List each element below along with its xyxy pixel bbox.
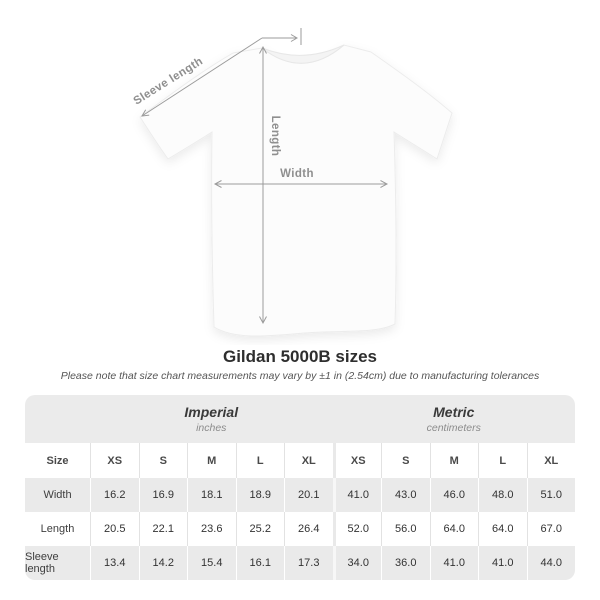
imperial-label: Imperial — [184, 404, 239, 420]
width-metric-xl: 51.0 — [526, 478, 576, 512]
sleeve-metric-s: 36.0 — [381, 546, 430, 580]
length-metric-xs: 52.0 — [332, 512, 382, 546]
tshirt-graphic — [139, 44, 453, 337]
tshirt-body — [139, 44, 453, 337]
width-metric-l: 48.0 — [478, 478, 527, 512]
size-header-metric-m: M — [429, 443, 479, 478]
table-row-sleeve-length: Sleeve length 13.4 14.2 15.4 16.1 17.3 3… — [25, 546, 575, 580]
size-header-imperial-xs: XS — [90, 443, 139, 478]
metric-unit: centimeters — [426, 422, 481, 434]
width-label: Width — [280, 168, 314, 180]
metric-group-header: Metric centimeters — [333, 395, 576, 443]
sleeve-length-line — [141, 37, 263, 117]
length-arrow-up — [259, 45, 267, 54]
row-label-length: Length — [40, 523, 75, 535]
collar — [261, 44, 345, 64]
length-arrow-down — [259, 316, 267, 325]
size-header-metric-s: S — [381, 443, 430, 478]
length-imperial-l: 25.2 — [235, 512, 285, 546]
sleeve-metric-xs: 34.0 — [332, 546, 382, 580]
size-header-metric-l: L — [478, 443, 527, 478]
metric-label: Metric — [433, 404, 475, 420]
length-metric-m: 64.0 — [429, 512, 479, 546]
table-row-width: Width 16.2 16.9 18.1 18.9 20.1 41.0 43.0… — [25, 478, 575, 512]
sleeve-metric-m: 41.0 — [429, 546, 479, 580]
length-imperial-m: 23.6 — [187, 512, 236, 546]
sleeve-imperial-s: 14.2 — [138, 546, 188, 580]
sleeve-imperial-l: 16.1 — [235, 546, 285, 580]
length-label: Length — [269, 116, 281, 157]
length-metric-s: 56.0 — [381, 512, 430, 546]
table-group-header-row: Imperial inches Metric centimeters — [25, 395, 575, 443]
width-imperial-xs: 16.2 — [90, 478, 139, 512]
imperial-group-header: Imperial inches — [90, 395, 333, 443]
table-size-header-row: Size XS S M L XL XS S M L XL — [25, 443, 575, 478]
sleeve-metric-xl: 44.0 — [526, 546, 576, 580]
width-imperial-xl: 20.1 — [284, 478, 333, 512]
width-imperial-s: 16.9 — [138, 478, 188, 512]
size-header-metric-xs: XS — [332, 443, 382, 478]
width-metric-s: 43.0 — [381, 478, 430, 512]
width-imperial-l: 18.9 — [235, 478, 285, 512]
row-label-sleeve-length: Sleeve length — [25, 551, 59, 575]
sleeve-length-arrowhead — [141, 109, 150, 117]
table-row-length: Length 20.5 22.1 23.6 25.2 26.4 52.0 56.… — [25, 512, 575, 546]
row-label-width: Width — [43, 489, 72, 501]
width-metric-xs: 41.0 — [332, 478, 382, 512]
group-header-corner — [25, 395, 90, 443]
size-header-metric-xl: XL — [526, 443, 576, 478]
width-metric-m: 46.0 — [429, 478, 479, 512]
length-imperial-s: 22.1 — [138, 512, 188, 546]
back-neck-arrowhead — [290, 34, 298, 42]
imperial-unit: inches — [196, 422, 227, 434]
size-header-imperial-m: M — [187, 443, 236, 478]
width-imperial-m: 18.1 — [187, 478, 236, 512]
sleeve-imperial-xl: 17.3 — [284, 546, 333, 580]
page-title: Gildan 5000B sizes — [222, 347, 378, 366]
length-metric-xl: 67.0 — [526, 512, 576, 546]
size-header: Size — [46, 454, 69, 467]
sleeve-imperial-m: 15.4 — [187, 546, 236, 580]
width-arrow-right — [380, 180, 389, 188]
sleeve-imperial-xs: 13.4 — [90, 546, 139, 580]
width-arrow-left — [213, 180, 222, 188]
length-imperial-xs: 20.5 — [90, 512, 139, 546]
length-metric-l: 64.0 — [478, 512, 527, 546]
sleeve-metric-l: 41.0 — [478, 546, 527, 580]
size-header-imperial-l: L — [235, 443, 285, 478]
tolerance-note: Please note that size chart measurements… — [60, 370, 540, 382]
size-table: Imperial inches Metric centimeters Size … — [25, 395, 575, 580]
length-imperial-xl: 26.4 — [284, 512, 333, 546]
tshirt-measurement-diagram: Sleeve length Length Width — [132, 28, 453, 337]
size-header-imperial-s: S — [138, 443, 188, 478]
size-header-imperial-xl: XL — [284, 443, 333, 478]
